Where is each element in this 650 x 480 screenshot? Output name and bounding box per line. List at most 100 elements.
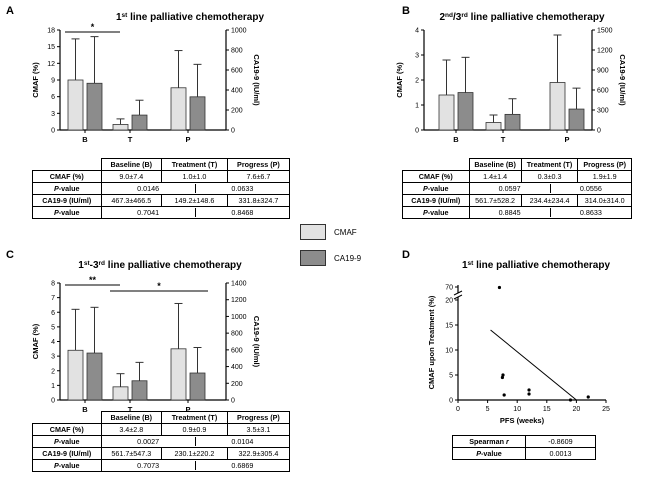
y-axis-label: CMAF upon Treatment (%) [427,295,436,389]
x-tick-label: P [185,135,190,144]
header-treatment: Treatment (T) [520,158,579,171]
legend-item-cmaf: CMAF [300,222,361,242]
bar-ca199 [568,108,585,131]
y-tick-label-right: 800 [231,48,243,55]
y-tick-label-left: 0 [51,398,55,405]
y-tick-label-right: 1000 [231,314,247,321]
row-label-ca199: CA19-9 (IU/ml) [32,194,102,207]
bar-cmaf [170,87,187,131]
x-tick-label: B [82,405,88,414]
stats-table-a: Baseline (B) Treatment (T) Progress (P) … [32,158,291,219]
y-tick-label-left: 0 [415,128,419,135]
bar-cmaf [112,386,129,401]
y-axis-label-left: CMAF (%) [31,62,40,98]
row-label-ca199: CA19-9 (IU/ml) [402,194,470,207]
x-tick-label: T [501,135,506,144]
y-tick-label-right: 1400 [231,281,247,288]
row-label-pvalue: P-value [32,206,102,219]
x-tick-label: 20 [573,406,581,413]
pvalue-cell: 0.8468 [231,208,254,217]
bar-ca199 [131,114,148,131]
cell-value: 9.0±7.4 [100,170,163,183]
y-tick-label: 70 [445,285,453,292]
y-tick-label-right: 600 [231,347,243,354]
x-tick-label: 25 [602,406,610,413]
panel-letter: C [6,249,14,261]
cell-value: 561.7±547.3 [100,447,163,460]
panel-title: 2nd/3rd line palliative chemotherapy [439,12,605,24]
pvalue-cell: 0.8845 [470,208,551,217]
y-axis-label-left: CMAF (%) [31,323,40,359]
y-axis-label-right: CA19-9 (IU/ml) [252,316,261,368]
bar-cmaf [438,94,455,131]
header-progress: Progress (P) [226,411,291,424]
y-tick-label-left: 4 [51,339,55,346]
pvalue-cell: 0.0556 [579,184,602,193]
y-tick-label-left: 6 [51,94,55,101]
header-treatment: Treatment (T) [161,158,228,171]
data-point [586,395,590,399]
y-tick-label-right: 1000 [231,28,247,35]
y-axis-label-right: CA19-9 (IU/ml) [618,54,627,106]
x-tick-label: T [128,405,133,414]
pvalue-cell: 0.0146 [102,184,196,193]
legend-label-ca199: CA19-9 [334,253,362,263]
y-tick-label-right: 1500 [597,28,613,35]
y-tick-label-right: 600 [597,88,609,95]
y-tick-label-right: 900 [597,68,609,75]
y-tick-label-left: 1 [415,103,419,110]
panel-letter: B [402,5,410,17]
row-label-pvalue: P-value [32,435,102,448]
cell-value: 3.4±2.8 [100,423,163,436]
y-tick-label-left: 12 [47,61,55,68]
y-tick-label-left: 6 [51,310,55,317]
cell-value: 1.0±1.0 [161,170,228,183]
cell-value: 0.3±0.3 [520,170,579,183]
cell-value: 331.8±324.7 [226,194,291,207]
y-tick-label-left: 9 [51,78,55,85]
cell-value: 467.3±466.5 [100,194,163,207]
panel-letter: D [402,249,410,261]
y-tick-label-left: 1 [51,383,55,390]
bar-ca199 [457,92,474,131]
bar-cmaf [170,348,187,401]
y-tick-label-right: 400 [231,364,243,371]
significance-marker: * [91,22,95,32]
y-tick-label-left: 2 [415,78,419,85]
cell-value: 1.9±1.9 [577,170,632,183]
x-tick-label: P [564,135,569,144]
pvalue-cell: 0.0633 [231,184,254,193]
y-tick-label-right: 0 [231,398,235,405]
panel-letter: A [6,5,14,17]
y-tick-label-left: 15 [47,44,55,51]
y-tick-label-left: 7 [51,295,55,302]
bar-ca199 [131,380,148,401]
stats-table-b: Baseline (B) Treatment (T) Progress (P) … [402,158,632,219]
axis-break-mark [453,294,463,300]
cell-value: 234.4±234.4 [520,194,579,207]
bar-ca199 [189,372,206,401]
data-point [501,373,505,377]
header-treatment: Treatment (T) [161,411,228,424]
row-label-pvalue: P-value [452,447,526,460]
y-axis-label-right: CA19-9 (IU/ml) [252,54,261,106]
x-tick-label: 5 [486,406,490,413]
y-tick-label: 15 [445,323,453,330]
row-label-spearman: Spearman r [452,435,526,448]
panel-b: 0 1 2 3 4 0 300 600 900 1200 1500 CMAF (%) CA19-9 (I… [395,28,627,145]
legend-swatch-cmaf [300,224,326,240]
legend-swatch-ca199 [300,250,326,266]
y-tick-label: 10 [445,348,453,355]
bar-ca199 [86,82,103,131]
y-tick-label-right: 200 [231,108,243,115]
bar-ca199 [86,352,103,401]
panel-title: 1st line palliative chemotherapy [116,12,264,24]
y-tick-label-left: 18 [47,28,55,35]
y-tick-label-right: 400 [231,88,243,95]
cell-value: 7.6±6.7 [226,170,291,183]
row-label-pvalue: P-value [402,206,470,219]
y-tick-label-left: 3 [51,111,55,118]
data-point [568,398,573,402]
axis-break-gap [454,293,462,297]
x-tick-label: B [453,135,459,144]
